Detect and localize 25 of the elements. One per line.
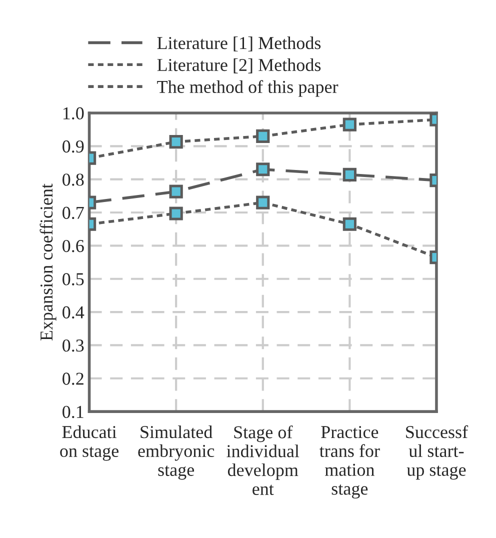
x-tick-label: Educati on stage bbox=[60, 425, 118, 461]
x-tick-label: Successf ul start- up stage bbox=[406, 425, 468, 480]
y-tick-label: 0.1 bbox=[62, 406, 84, 418]
point bbox=[342, 217, 356, 231]
y-tick-label: 0.4 bbox=[62, 306, 84, 319]
legend-label: Literature [1] Methods bbox=[157, 36, 321, 52]
y-tick-label: 0.7 bbox=[62, 206, 84, 220]
y-tick-label: 0.2 bbox=[62, 372, 84, 385]
legend-label: Literature [2] Methods bbox=[157, 58, 321, 74]
point bbox=[342, 168, 356, 182]
y-tick-label: 1.0 bbox=[63, 107, 84, 120]
y-tick-label: 0.3 bbox=[62, 339, 84, 352]
x-tick-label: Practice trans for mation stage bbox=[320, 426, 380, 499]
legend-label: The method of this paper bbox=[157, 80, 338, 97]
x-tick-label: Stage of individual developm ent bbox=[226, 425, 300, 496]
point bbox=[256, 162, 270, 176]
y-tick-label: 0.5 bbox=[62, 273, 84, 286]
y-tick-label: 0.9 bbox=[62, 140, 84, 153]
y-tick-label: 0.8 bbox=[62, 174, 84, 186]
point bbox=[256, 196, 270, 210]
y-tick-label: 0.6 bbox=[62, 240, 84, 252]
point bbox=[342, 118, 356, 132]
x-tick-label: Simulated embryonic stage bbox=[138, 425, 214, 480]
y-axis-title: Expansion coefficient bbox=[40, 184, 56, 341]
point bbox=[256, 129, 270, 144]
